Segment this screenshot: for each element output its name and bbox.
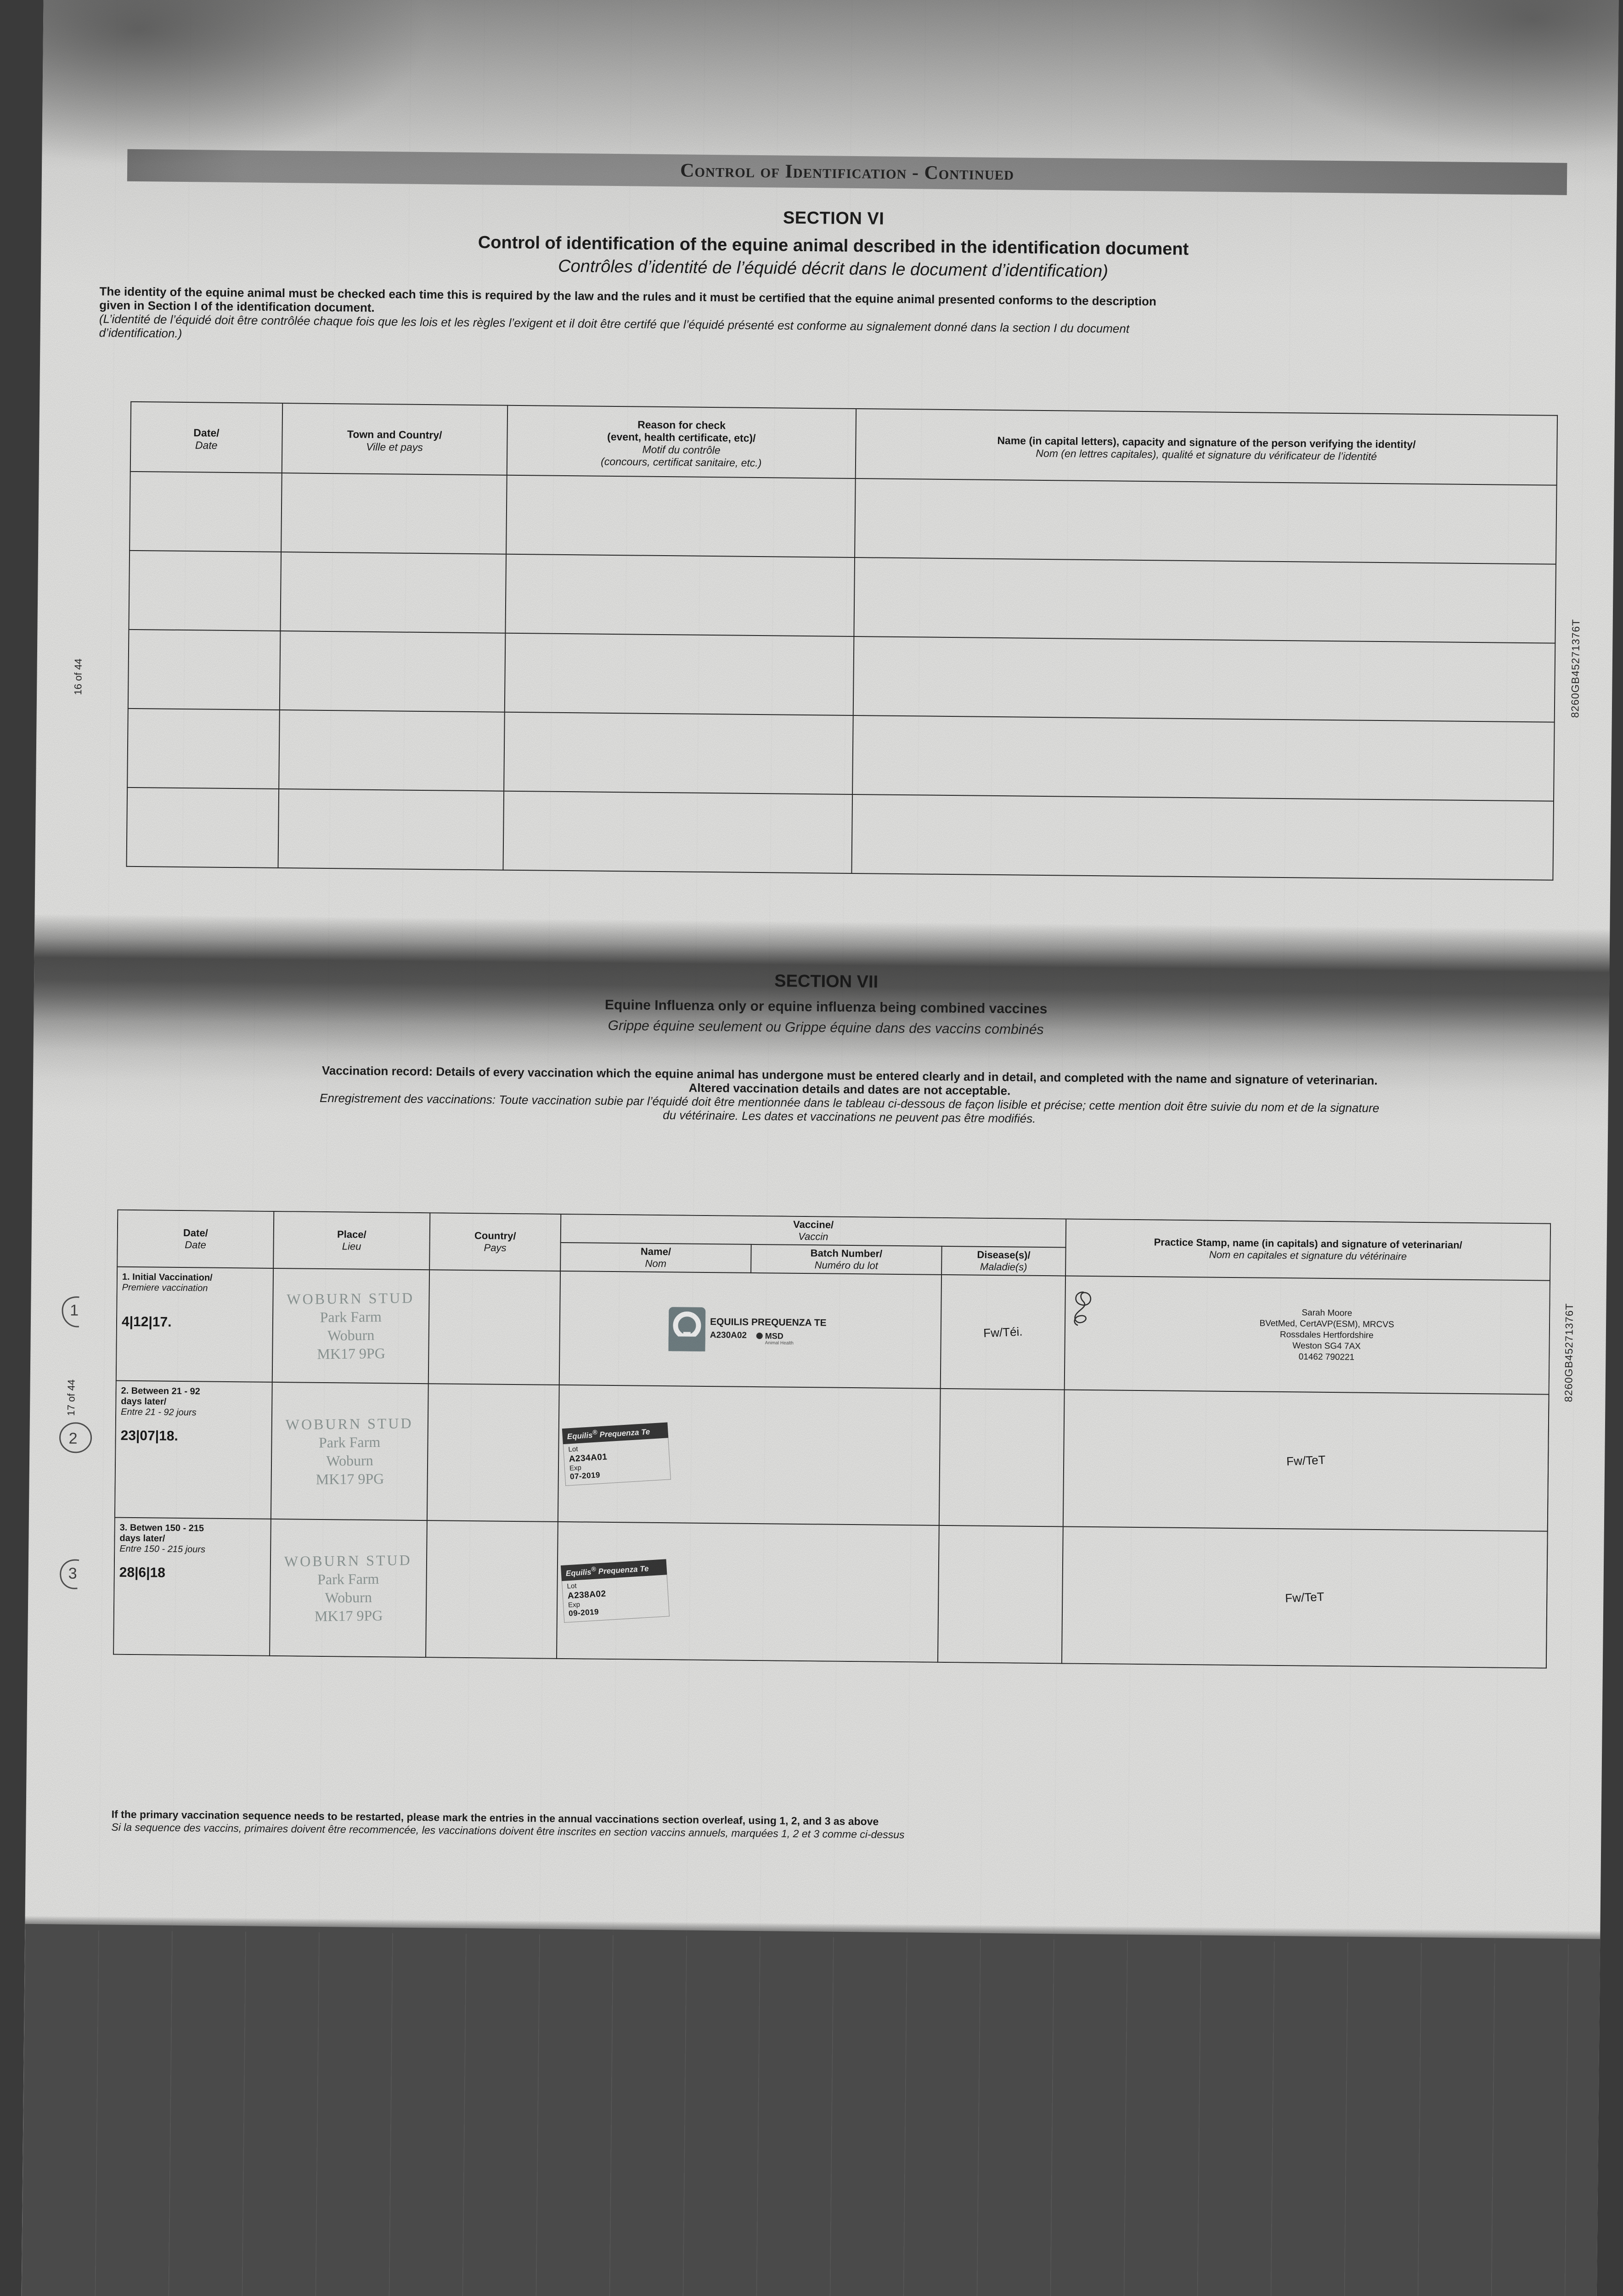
svg-text:EQUILIS PREQUENZA TE: EQUILIS PREQUENZA TE — [710, 1317, 827, 1328]
svg-text:2: 2 — [68, 1430, 77, 1447]
svg-text:MSD: MSD — [765, 1331, 783, 1340]
svg-text:1: 1 — [70, 1302, 79, 1319]
svg-text:3: 3 — [68, 1565, 77, 1582]
svg-text:Animal Health: Animal Health — [765, 1340, 794, 1346]
svg-text:A230A02: A230A02 — [710, 1330, 747, 1340]
